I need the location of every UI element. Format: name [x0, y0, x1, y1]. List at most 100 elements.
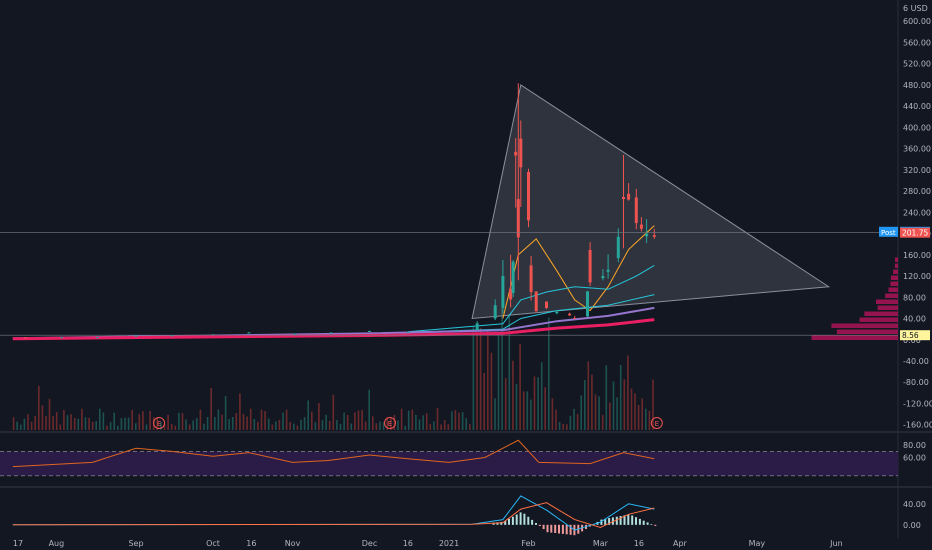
volume-bar [84, 417, 87, 430]
time-axis[interactable]: 17 Aug Sep Oct 16 Nov Dec 16 2021 Feb Mar 16 Apr May J… [13, 539, 843, 548]
triangle-drawing[interactable] [471, 84, 831, 320]
time-axis-tick-label: 16 [634, 539, 644, 548]
volume-bar [178, 412, 180, 430]
candle-body [627, 193, 631, 200]
macd-histogram-bar [519, 512, 522, 525]
volume-bar [264, 411, 266, 430]
volume-bar [332, 394, 335, 430]
volume-bar [476, 330, 478, 430]
time-axis-tick-label: Sep [128, 539, 143, 548]
volume-bar [239, 393, 241, 430]
candle-body [639, 224, 643, 229]
volume-bar [181, 413, 184, 430]
volume-bar [400, 408, 403, 430]
candle-body [634, 197, 638, 223]
volume-bar [533, 376, 536, 430]
candle-body [60, 337, 64, 339]
volume-bar [12, 417, 15, 430]
volume-bar [479, 328, 482, 430]
volume-bar [404, 425, 406, 430]
macd-histogram-bar [542, 524, 545, 530]
price-axis-tick-label: 320.00 [903, 166, 931, 175]
volume-bar [188, 424, 191, 430]
volume-bar [645, 408, 647, 430]
volume-bar [95, 421, 97, 430]
candle-body [511, 261, 515, 293]
volume-bar [652, 379, 654, 430]
volume-bar [48, 398, 51, 430]
candle-body [645, 233, 649, 237]
volume-bar [246, 416, 248, 430]
macd-histogram-bar [511, 516, 514, 525]
volume-profile [811, 257, 898, 340]
time-axis-tick-label: Mar [593, 539, 609, 548]
macd-histogram-bar [619, 516, 622, 525]
earnings-marker [650, 417, 663, 429]
macd-histogram-bar [627, 514, 630, 525]
macd-histogram-bar [496, 522, 499, 525]
volume-bar [436, 407, 439, 430]
price-axis-tick-label: 80.00 [903, 293, 926, 302]
volume-bar [314, 422, 317, 430]
volume-bar [440, 424, 442, 430]
volume-bar [163, 423, 166, 430]
rsi-band [0, 451, 898, 476]
volume-bar [106, 425, 108, 430]
volume-bar [318, 403, 320, 430]
volume-bar [458, 412, 460, 430]
macd-histogram-bar [608, 518, 611, 525]
volume-profile-bar [890, 275, 898, 280]
volume-bar [102, 412, 105, 430]
moving-average-line [12, 306, 655, 340]
volume-bar [422, 415, 424, 430]
macd-histogram-bar [642, 520, 645, 525]
price-axis-tick-label: 360.00 [903, 145, 931, 154]
volume-bar [605, 365, 608, 430]
candle-body [529, 265, 533, 292]
time-axis-tick-label: Feb [521, 539, 535, 548]
volume-bar [91, 421, 94, 430]
price-axis-tick-label: -80.00 [903, 378, 929, 387]
macd-panel[interactable] [0, 488, 898, 538]
volume-bar [221, 414, 223, 430]
candle-body [555, 311, 559, 314]
earnings-label: E [157, 420, 161, 428]
price-lines [0, 232, 898, 336]
volume-bar [59, 424, 62, 430]
volume-bar [257, 421, 259, 430]
price-axis[interactable]: 600.00 560.00 520.00 480.00 440.00 400.00 360.… [903, 17, 932, 430]
volume-profile-bar [864, 311, 898, 316]
price-axis-tick-label: 520.00 [903, 60, 931, 69]
volume-bar [224, 396, 227, 430]
macd-histogram-bar [561, 524, 564, 534]
volume-bar [627, 355, 629, 430]
macd-histogram-bar [554, 524, 557, 533]
volume-bar [415, 414, 417, 430]
volume-bar [167, 414, 169, 430]
candle-body [606, 269, 610, 272]
price-panel[interactable] [0, 0, 898, 430]
earnings-marker [384, 417, 396, 429]
volume-bar [170, 424, 173, 430]
volume-bar [397, 420, 399, 430]
volume-bar [616, 397, 618, 430]
rsi-axis-tick-label: 60.00 [903, 454, 926, 463]
volume-bar [515, 383, 518, 430]
earnings-label: E [388, 420, 392, 428]
volume-bar [418, 419, 421, 430]
volume-bar [390, 417, 392, 430]
candle-body [406, 332, 410, 334]
rsi-line [12, 439, 655, 468]
volume-bar [199, 409, 202, 430]
low-price-badge: 8.56 [902, 331, 919, 340]
volume-bar [206, 417, 209, 430]
volume-bar [16, 421, 18, 430]
volume-bar [253, 419, 256, 430]
volume-bar [73, 417, 76, 430]
time-axis-tick-label: Apr [673, 539, 688, 548]
macd-axis-tick-label: 40.00 [903, 500, 926, 509]
volume-bar [214, 417, 216, 430]
